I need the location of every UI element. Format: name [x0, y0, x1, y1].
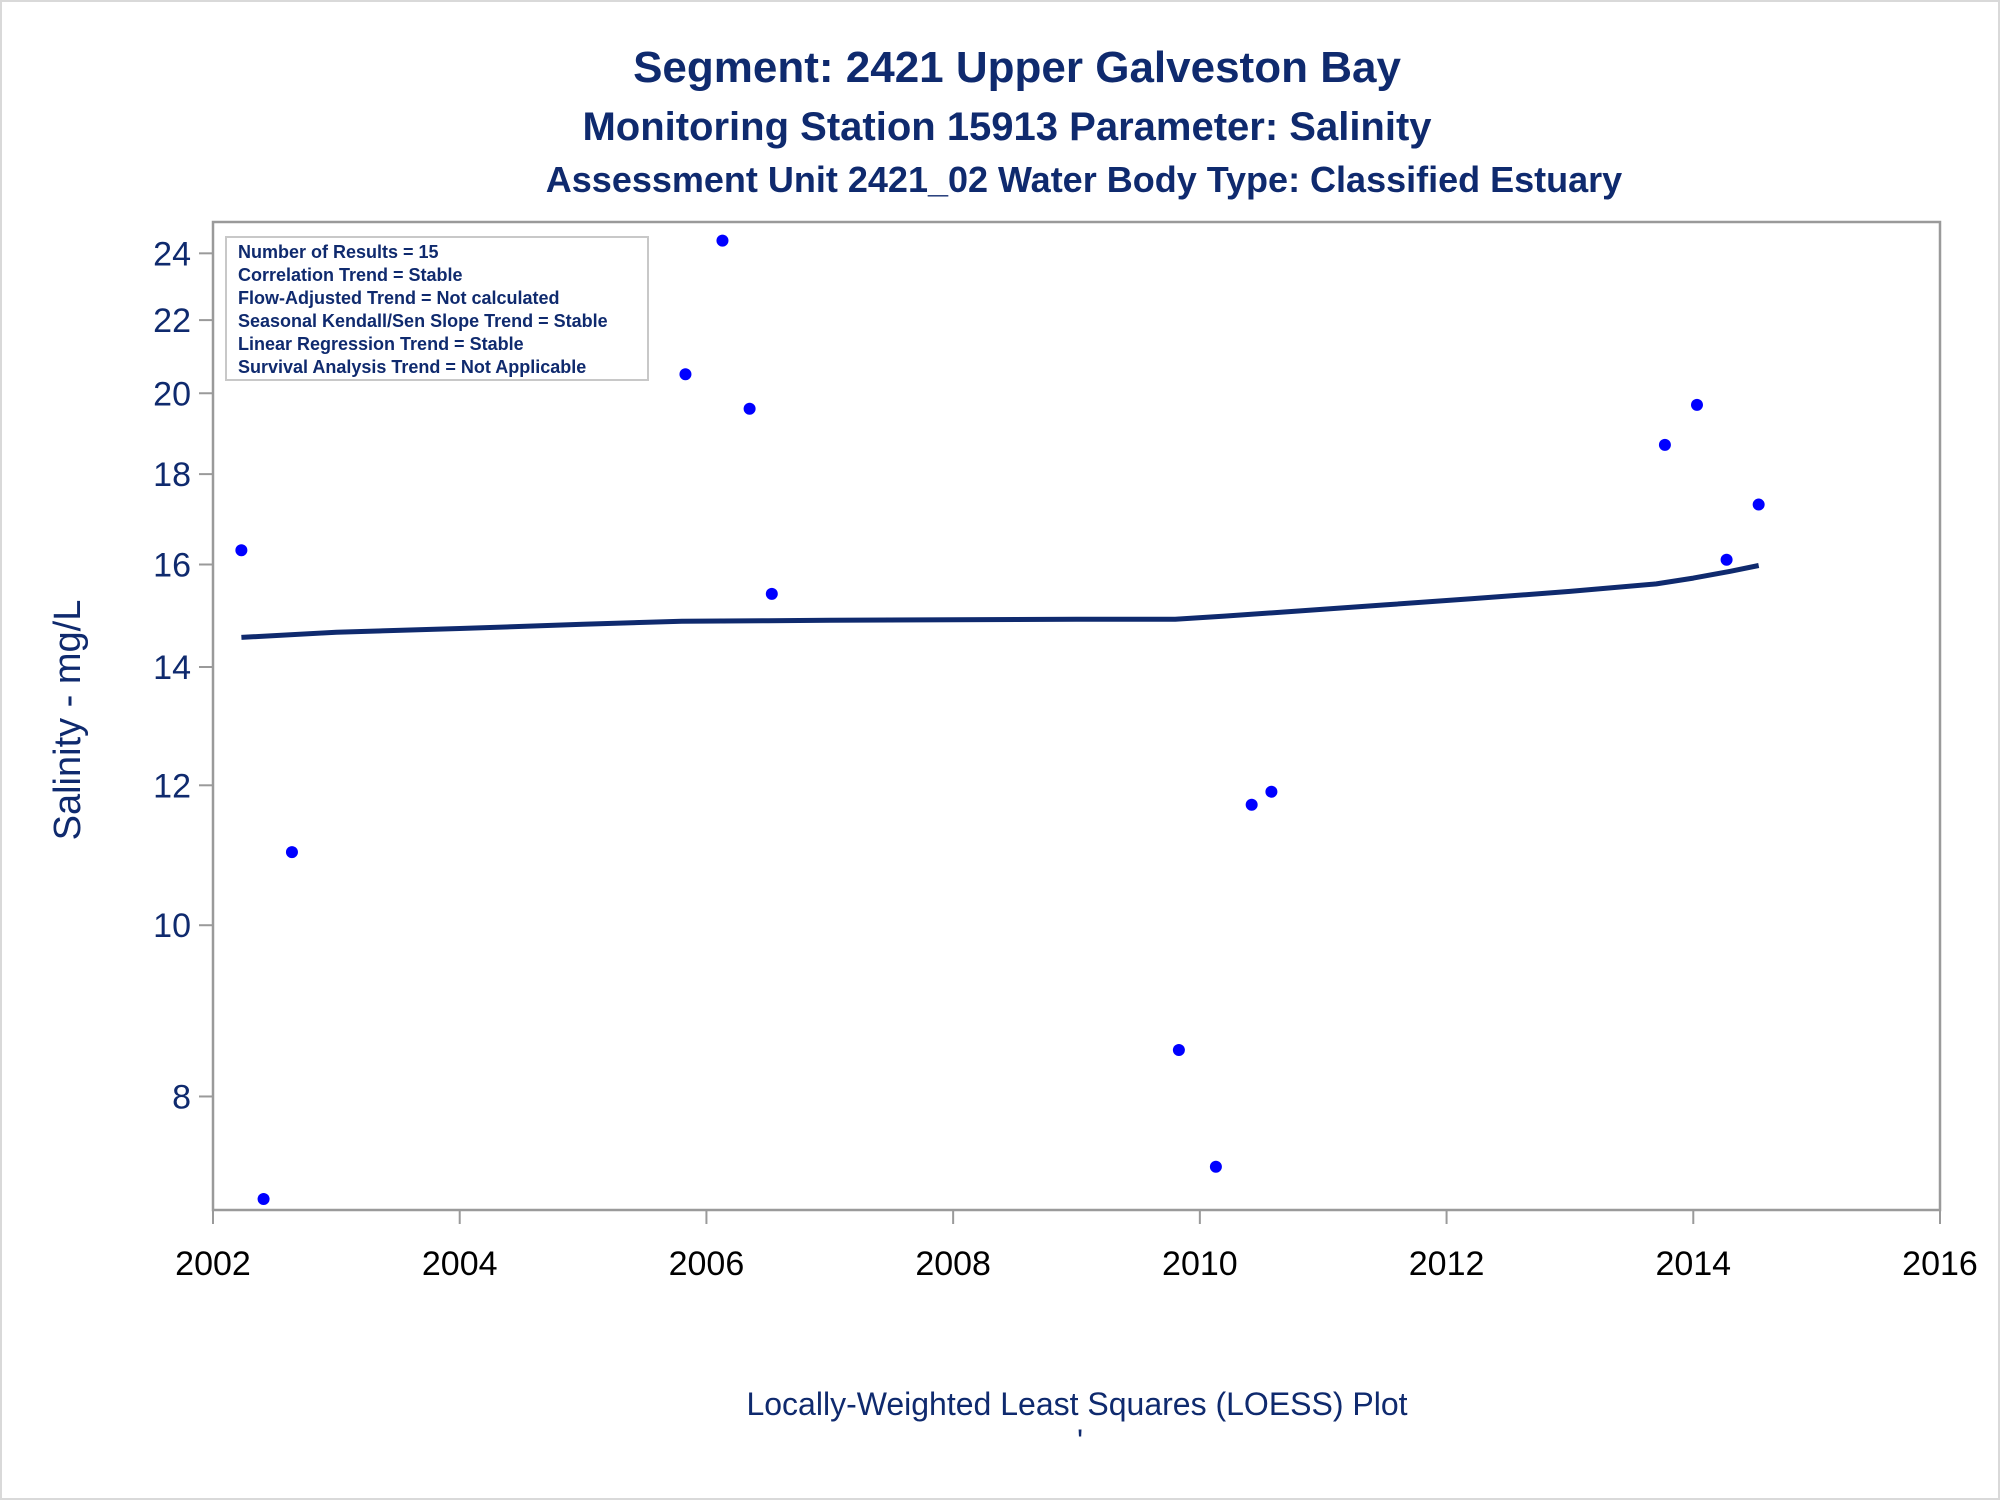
- stats-line-correlation: Correlation Trend = Stable: [238, 265, 463, 285]
- x-tick-label: 2008: [915, 1245, 991, 1283]
- points-group: [235, 234, 1765, 1205]
- loess-group: [241, 563, 1760, 640]
- x-tick-label: 2006: [669, 1245, 745, 1283]
- y-axis-label: Salinity - mg/L: [47, 600, 89, 841]
- data-point: [1172, 1043, 1185, 1056]
- chart-subtitle: Monitoring Station 15913 Parameter: Sali…: [582, 105, 1432, 149]
- stats-line-survival: Survival Analysis Trend = Not Applicable: [238, 357, 586, 377]
- y-tick-label: 16: [153, 547, 191, 585]
- x-tick-label: 2016: [1902, 1245, 1978, 1283]
- stats-legend-box: Number of Results = 15 Correlation Trend…: [225, 236, 649, 381]
- y-tick-label: 12: [153, 767, 191, 805]
- y-tick-label: 18: [153, 456, 191, 494]
- y-tick-label: 10: [153, 907, 191, 945]
- data-point: [1265, 785, 1278, 798]
- stats-line-linear-regression: Linear Regression Trend = Stable: [238, 334, 524, 354]
- chart-title: Segment: 2421 Upper Galveston Bay: [633, 43, 1401, 92]
- chart-subtitle-2: Assessment Unit 2421_02 Water Body Type:…: [546, 159, 1622, 200]
- stats-line-flow-adjusted: Flow-Adjusted Trend = Not calculated: [238, 288, 560, 308]
- y-tick-label: 20: [153, 375, 191, 413]
- data-point: [765, 587, 778, 600]
- y-tick-label: 14: [153, 649, 191, 687]
- data-point: [716, 234, 729, 247]
- data-point: [285, 846, 298, 859]
- y-tick-label: 8: [172, 1078, 191, 1116]
- data-point: [235, 544, 248, 557]
- axes-group: 8 10 12 14 16 18 20 22 24 2002 2004 2006 2008 2010 201…: [153, 220, 1978, 1283]
- data-point: [1209, 1160, 1222, 1173]
- y-tick-label: 24: [153, 235, 191, 273]
- data-point: [1690, 398, 1703, 411]
- x-tick-label: 2010: [1162, 1245, 1238, 1283]
- stats-line-seasonal-kendall: Seasonal Kendall/Sen Slope Trend = Stabl…: [238, 311, 608, 331]
- x-axis-label: Locally-Weighted Least Squares (LOESS) P…: [746, 1386, 1407, 1422]
- data-point: [1658, 438, 1671, 451]
- data-point: [1245, 798, 1258, 811]
- footnote-mark: ': [1077, 1423, 1083, 1459]
- x-tick-label: 2014: [1655, 1245, 1731, 1283]
- y-tick-label: 22: [153, 302, 191, 340]
- data-point: [257, 1192, 270, 1205]
- data-point: [1720, 553, 1733, 566]
- data-point: [1752, 498, 1765, 511]
- x-tick-label: 2012: [1409, 1245, 1485, 1283]
- data-point: [743, 402, 756, 415]
- x-tick-label: 2002: [175, 1245, 251, 1283]
- data-point: [679, 368, 692, 381]
- loess-line: [241, 563, 1760, 640]
- x-tick-label: 2004: [422, 1245, 498, 1283]
- stats-line-results: Number of Results = 15: [238, 242, 439, 262]
- stats-legend-border: [225, 236, 649, 381]
- plot-area-border: [211, 220, 1942, 1212]
